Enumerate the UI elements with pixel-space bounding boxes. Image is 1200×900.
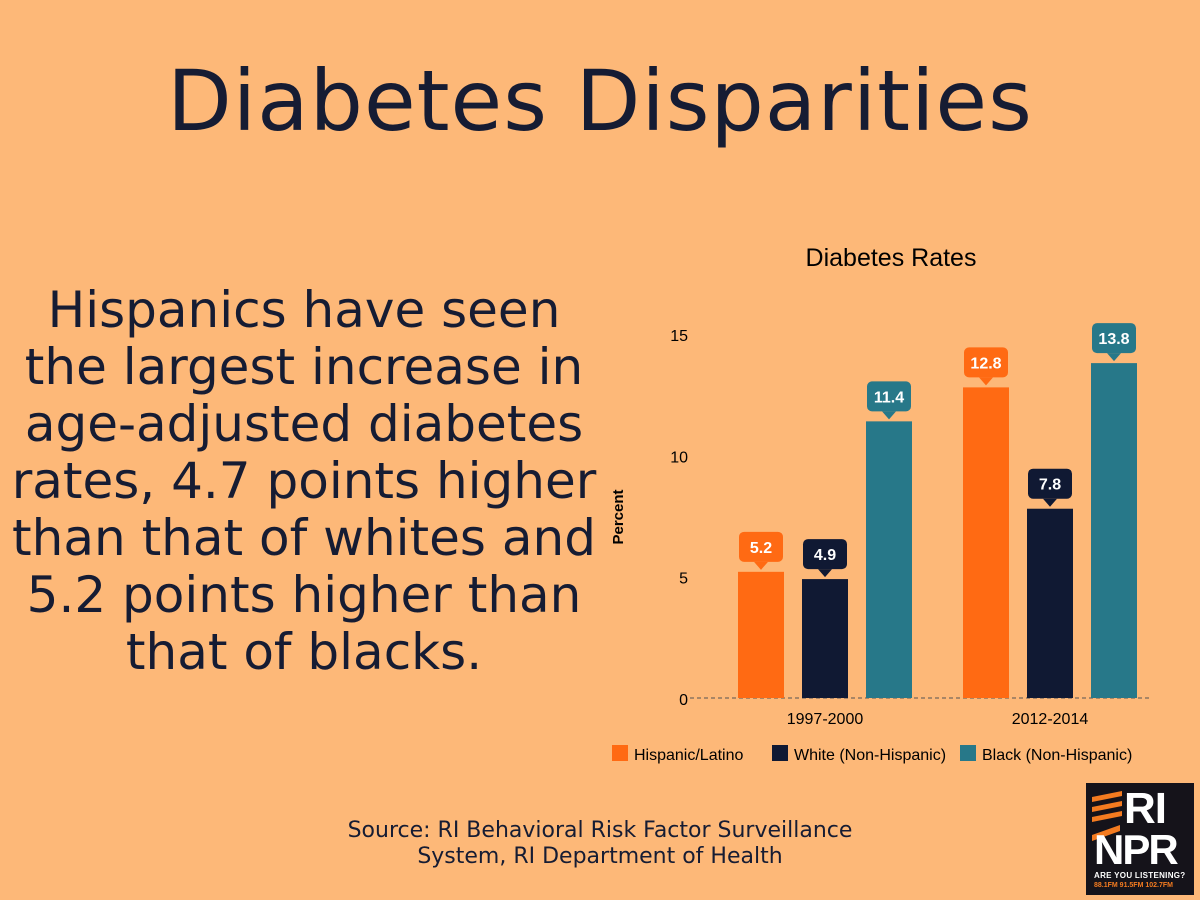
bar — [866, 421, 912, 698]
bar — [963, 387, 1009, 698]
y-tick-label: 15 — [670, 328, 688, 345]
bar — [738, 571, 784, 698]
data-label-pointer — [1043, 498, 1057, 507]
bar — [802, 579, 848, 698]
logo-frequencies: 88.1FM 91.5FM 102.7FM — [1094, 882, 1173, 889]
data-label: 12.8 — [970, 355, 1001, 372]
data-label: 7.8 — [1039, 477, 1061, 494]
data-label-pointer — [882, 411, 896, 420]
data-label-box — [1092, 323, 1136, 354]
x-tick-label: 1997-2000 — [787, 711, 864, 728]
data-label-box — [1028, 468, 1072, 499]
data-label: 5.2 — [750, 540, 772, 557]
legend-label: Black (Non-Hispanic) — [982, 747, 1132, 764]
logo-ri-text: RI — [1124, 784, 1167, 833]
ri-npr-logo: RI NPR ARE YOU LISTENING? 88.1FM 91.5FM … — [1086, 783, 1194, 895]
legend-swatch — [960, 745, 976, 761]
data-label-pointer — [818, 569, 832, 578]
bar — [1027, 508, 1073, 698]
logo-npr-text: NPR — [1094, 826, 1179, 873]
source-note: Source: RI Behavioral Risk Factor Survei… — [270, 818, 930, 870]
y-tick-label: 5 — [679, 571, 688, 588]
data-label-box — [803, 539, 847, 570]
data-label-pointer — [1107, 353, 1121, 362]
data-label: 13.8 — [1098, 331, 1129, 348]
legend-label: Hispanic/Latino — [634, 747, 744, 764]
source-line-1: Source: RI Behavioral Risk Factor Survei… — [347, 818, 853, 843]
y-axis-label: Percent — [610, 489, 627, 544]
data-label-box — [867, 381, 911, 412]
y-tick-label: 0 — [679, 692, 688, 709]
data-label-pointer — [979, 377, 993, 386]
data-label: 4.9 — [814, 547, 836, 564]
source-line-2: System, RI Department of Health — [417, 844, 783, 869]
x-tick-label: 2012-2014 — [1012, 711, 1089, 728]
legend-swatch — [612, 745, 628, 761]
chart-title: Diabetes Rates — [806, 244, 977, 272]
y-tick-label: 10 — [670, 449, 688, 466]
diabetes-rates-chart: Diabetes Rates Percent 0 5 10 15 5.2 4.9 11.4 199… — [610, 244, 1150, 764]
page-title: Diabetes Disparities — [167, 52, 1033, 150]
legend-swatch — [772, 745, 788, 761]
logo-tagline: ARE YOU LISTENING? — [1094, 871, 1186, 880]
logo-stripes-icon — [1092, 791, 1122, 841]
summary-text: Hispanics have seen the largest increase… — [11, 281, 597, 681]
legend-label: White (Non-Hispanic) — [794, 747, 946, 764]
data-label: 11.4 — [874, 389, 904, 406]
data-label-box — [739, 531, 783, 562]
bar — [1091, 363, 1137, 698]
data-label-pointer — [754, 561, 768, 570]
data-label-box — [964, 347, 1008, 378]
